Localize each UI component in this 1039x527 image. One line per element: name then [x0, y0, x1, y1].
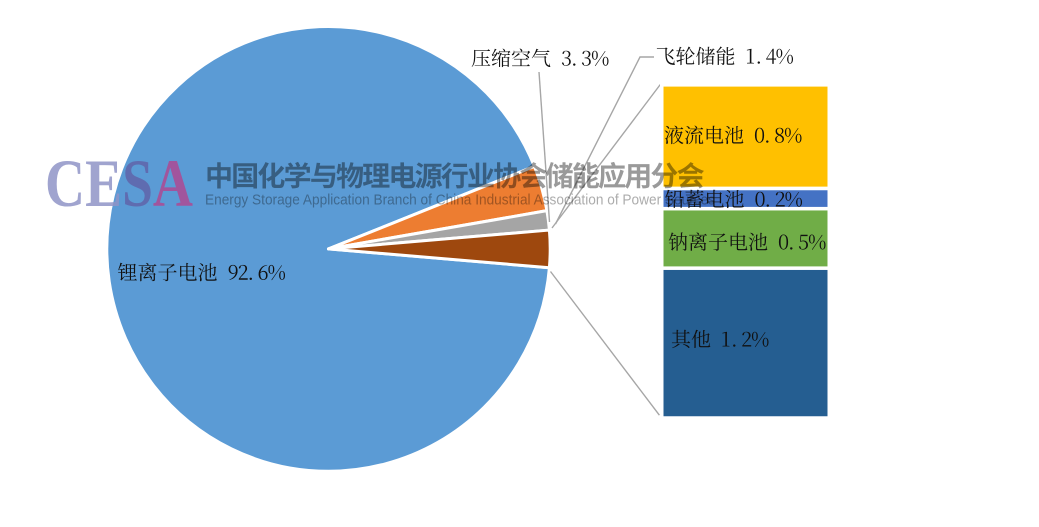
svg-text:Energy Storage Application Bra: Energy Storage Application Branch of Chi… — [205, 192, 715, 209]
svg-text:CESA: CESA — [45, 145, 193, 221]
